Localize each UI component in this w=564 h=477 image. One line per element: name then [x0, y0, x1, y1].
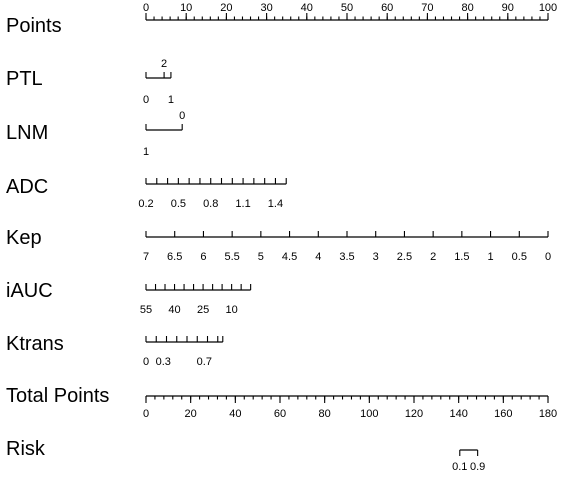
tick-label-points: 90 — [502, 2, 514, 14]
row-label-points: Points — [6, 15, 62, 37]
tick-label-ktrans: 0.3 — [156, 356, 171, 368]
tick-label-kep: 3.5 — [339, 251, 354, 263]
category-label-ptl: 0 — [143, 94, 149, 106]
tick-label-kep: 4 — [315, 251, 321, 263]
tick-label-total-points: 40 — [229, 408, 241, 420]
tick-label-points: 80 — [461, 2, 473, 14]
tick-label-kep: 0.5 — [512, 251, 527, 263]
tick-label-kep: 0 — [545, 251, 551, 263]
tick-label-kep: 4.5 — [282, 251, 297, 263]
tick-label-total-points: 0 — [143, 408, 149, 420]
tick-label-points: 70 — [421, 2, 433, 14]
tick-label-kep: 6.5 — [167, 251, 182, 263]
category-label-ptl: 2 — [161, 58, 167, 70]
tick-label-total-points: 180 — [539, 408, 557, 420]
tick-label-kep: 2.5 — [397, 251, 412, 263]
tick-label-iauc: 40 — [168, 304, 180, 316]
tick-label-points: 10 — [180, 2, 192, 14]
category-label-lnm: 1 — [143, 146, 149, 158]
tick-label-points: 40 — [301, 2, 313, 14]
tick-label-points: 60 — [381, 2, 393, 14]
tick-label-adc: 0.2 — [138, 198, 153, 210]
tick-label-kep: 6 — [200, 251, 206, 263]
row-label-ktrans: Ktrans — [6, 333, 64, 355]
tick-label-total-points: 140 — [449, 408, 467, 420]
tick-label-iauc: 25 — [197, 304, 209, 316]
tick-label-ktrans: 0 — [143, 356, 149, 368]
row-total-points: Total Points 0 20 40 60 80 100 120 140 160 180 — [6, 385, 557, 420]
tick-label-points: 100 — [539, 2, 557, 14]
row-risk: Risk 0.1 0.9 — [6, 438, 485, 473]
tick-label-risk: 0.9 — [470, 461, 485, 473]
tick-label-kep: 1.5 — [454, 251, 469, 263]
tick-label-kep: 1 — [487, 251, 493, 263]
tick-label-adc: 1.4 — [268, 198, 283, 210]
tick-label-total-points: 120 — [405, 408, 423, 420]
row-label-risk: Risk — [6, 438, 46, 460]
tick-label-total-points: 20 — [185, 408, 197, 420]
tick-label-points: 50 — [341, 2, 353, 14]
row-label-adc: ADC — [6, 176, 48, 198]
tick-label-kep: 7 — [143, 251, 149, 263]
tick-label-kep: 5.5 — [225, 251, 240, 263]
category-label-ptl: 1 — [168, 94, 174, 106]
category-label-lnm: 0 — [179, 110, 185, 122]
row-label-kep: Kep — [6, 227, 42, 249]
row-label-lnm: LNM — [6, 122, 48, 144]
row-points: Points 0 10 20 30 40 50 60 70 80 90 100 — [6, 2, 557, 37]
tick-label-kep: 3 — [373, 251, 379, 263]
row-label-ptl: PTL — [6, 68, 43, 90]
tick-label-kep: 2 — [430, 251, 436, 263]
row-lnm: LNM 1 0 — [6, 110, 185, 158]
tick-label-iauc: 55 — [140, 304, 152, 316]
tick-label-kep: 5 — [258, 251, 264, 263]
row-ptl: PTL 0 2 1 — [6, 58, 174, 106]
row-kep: Kep 7 6.5 6 5.5 5 4.5 4 3.5 3 2.5 2 1.5 1 0.5 0 — [6, 227, 551, 263]
tick-label-points: 20 — [220, 2, 232, 14]
tick-label-iauc: 10 — [226, 304, 238, 316]
row-iauc: iAUC 55 40 25 10 — [6, 280, 252, 316]
tick-label-ktrans: 0.7 — [197, 356, 212, 368]
row-ktrans: Ktrans 0 0.3 0.7 — [6, 333, 224, 368]
tick-label-adc: 1.1 — [235, 198, 250, 210]
tick-label-adc: 0.8 — [203, 198, 218, 210]
tick-label-total-points: 100 — [360, 408, 378, 420]
tick-label-total-points: 60 — [274, 408, 286, 420]
tick-label-points: 0 — [143, 2, 149, 14]
tick-label-risk: 0.1 — [452, 461, 467, 473]
row-adc: ADC 0.2 0.5 0.8 1.1 1.4 — [6, 176, 287, 210]
tick-label-total-points: 160 — [494, 408, 512, 420]
tick-label-points: 30 — [260, 2, 272, 14]
tick-label-total-points: 80 — [319, 408, 331, 420]
tick-label-adc: 0.5 — [171, 198, 186, 210]
row-label-iauc: iAUC — [6, 280, 53, 302]
row-label-total-points: Total Points — [6, 385, 109, 407]
